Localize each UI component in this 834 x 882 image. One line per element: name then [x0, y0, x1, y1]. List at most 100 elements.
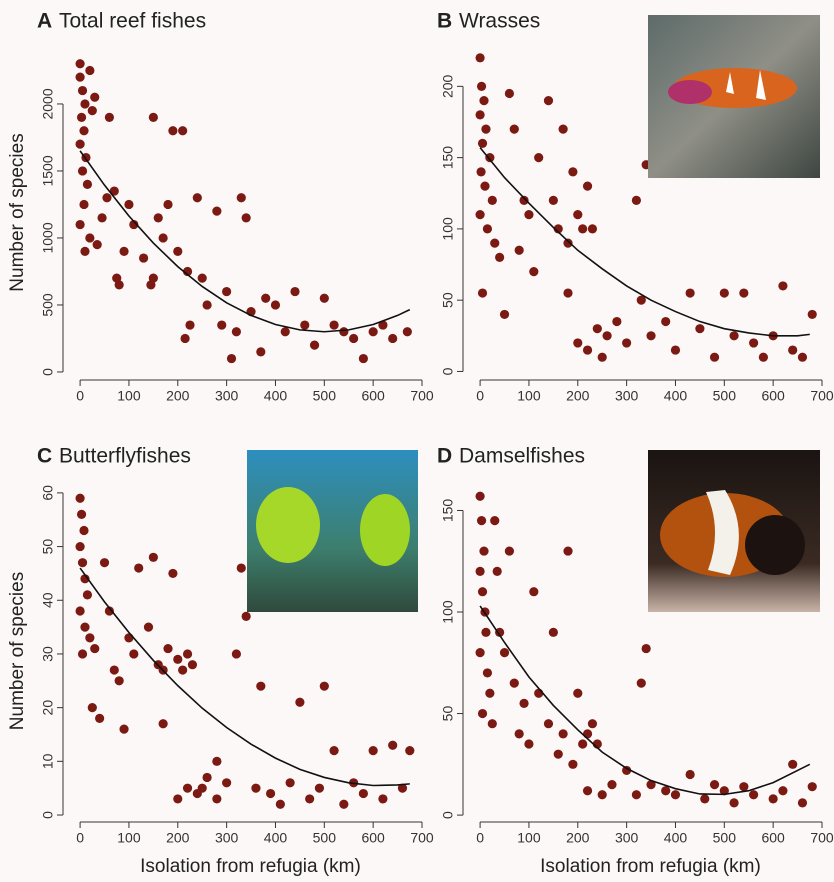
data-point — [479, 96, 488, 105]
data-point — [403, 327, 412, 336]
data-point — [163, 200, 172, 209]
data-point — [544, 96, 553, 105]
data-point — [242, 612, 251, 621]
data-point — [632, 790, 641, 799]
data-point — [276, 800, 285, 809]
data-point — [477, 82, 486, 91]
photo-wrasse — [648, 15, 820, 178]
data-point — [183, 649, 192, 658]
data-point — [75, 73, 84, 82]
panel-label: D — [437, 445, 452, 468]
data-point — [75, 494, 84, 503]
y-tick-label: 150 — [440, 146, 456, 170]
data-point — [493, 567, 502, 576]
data-point — [295, 698, 304, 707]
data-point — [80, 99, 89, 108]
data-point — [168, 569, 177, 578]
data-point — [500, 648, 509, 657]
y-tick-label: 40 — [40, 592, 56, 608]
y-tick-label: 1000 — [40, 222, 56, 253]
data-point — [212, 207, 221, 216]
data-point — [515, 729, 524, 738]
data-point — [310, 341, 319, 350]
data-point — [251, 784, 260, 793]
data-point — [583, 182, 592, 191]
y-tick-label: 150 — [440, 499, 456, 523]
data-point — [739, 288, 748, 297]
data-point — [124, 633, 133, 642]
panel-label: B — [437, 10, 452, 33]
data-point — [749, 338, 758, 347]
data-point — [185, 320, 194, 329]
data-point — [79, 126, 88, 135]
y-axis-label: Number of species — [7, 133, 28, 291]
panel-title: Total reef fishes — [59, 10, 206, 33]
data-point — [686, 288, 695, 297]
data-point — [405, 746, 414, 755]
data-point — [559, 729, 568, 738]
data-point — [227, 354, 236, 363]
data-point — [159, 719, 168, 728]
data-point — [85, 633, 94, 642]
data-point — [85, 233, 94, 242]
x-tick-label: 500 — [313, 388, 337, 404]
y-tick-label: 0 — [40, 368, 56, 376]
data-point — [329, 320, 338, 329]
data-point — [193, 789, 202, 798]
data-point — [115, 676, 124, 685]
data-point — [710, 780, 719, 789]
data-point — [788, 345, 797, 354]
data-point — [75, 140, 84, 149]
y-tick-label: 0 — [440, 367, 456, 375]
x-tick-label: 400 — [664, 830, 688, 846]
x-tick-label: 700 — [810, 830, 834, 846]
data-point — [339, 800, 348, 809]
data-point — [78, 558, 87, 567]
data-point — [478, 139, 487, 148]
data-point — [510, 125, 519, 134]
data-point — [97, 213, 106, 222]
data-point — [217, 320, 226, 329]
data-point — [588, 224, 597, 233]
x-tick-label: 300 — [215, 830, 239, 846]
data-point — [475, 648, 484, 657]
y-tick-label: 50 — [440, 706, 456, 722]
data-point — [476, 167, 485, 176]
data-point — [602, 331, 611, 340]
x-tick-label: 700 — [410, 388, 434, 404]
data-point — [154, 213, 163, 222]
data-point — [75, 59, 84, 68]
data-point — [77, 113, 86, 122]
y-tick-label: 1500 — [40, 155, 56, 186]
data-point — [78, 166, 87, 175]
data-point — [119, 725, 128, 734]
x-tick-label: 100 — [517, 388, 541, 404]
data-point — [612, 317, 621, 326]
data-point — [168, 126, 177, 135]
data-point — [769, 794, 778, 803]
data-point — [808, 310, 817, 319]
data-point — [88, 703, 97, 712]
y-tick-label: 2000 — [40, 88, 56, 119]
panel-title: Butterflyfishes — [59, 445, 191, 468]
x-tick-label: 0 — [476, 830, 484, 846]
data-point — [378, 794, 387, 803]
data-point — [271, 300, 280, 309]
data-point — [568, 760, 577, 769]
y-tick-label: 100 — [440, 217, 456, 241]
data-point — [475, 210, 484, 219]
data-point — [305, 794, 314, 803]
y-tick-label: 50 — [40, 539, 56, 555]
data-point — [475, 53, 484, 62]
data-point — [549, 628, 558, 637]
x-tick-label: 400 — [664, 388, 688, 404]
x-tick-label: 200 — [166, 830, 190, 846]
y-axis-label: Number of species — [7, 572, 28, 730]
data-point — [695, 324, 704, 333]
data-point — [242, 213, 251, 222]
photo-butterflyfish — [247, 450, 418, 612]
data-point — [266, 789, 275, 798]
data-point — [80, 247, 89, 256]
data-point — [495, 253, 504, 262]
data-point — [329, 746, 338, 755]
